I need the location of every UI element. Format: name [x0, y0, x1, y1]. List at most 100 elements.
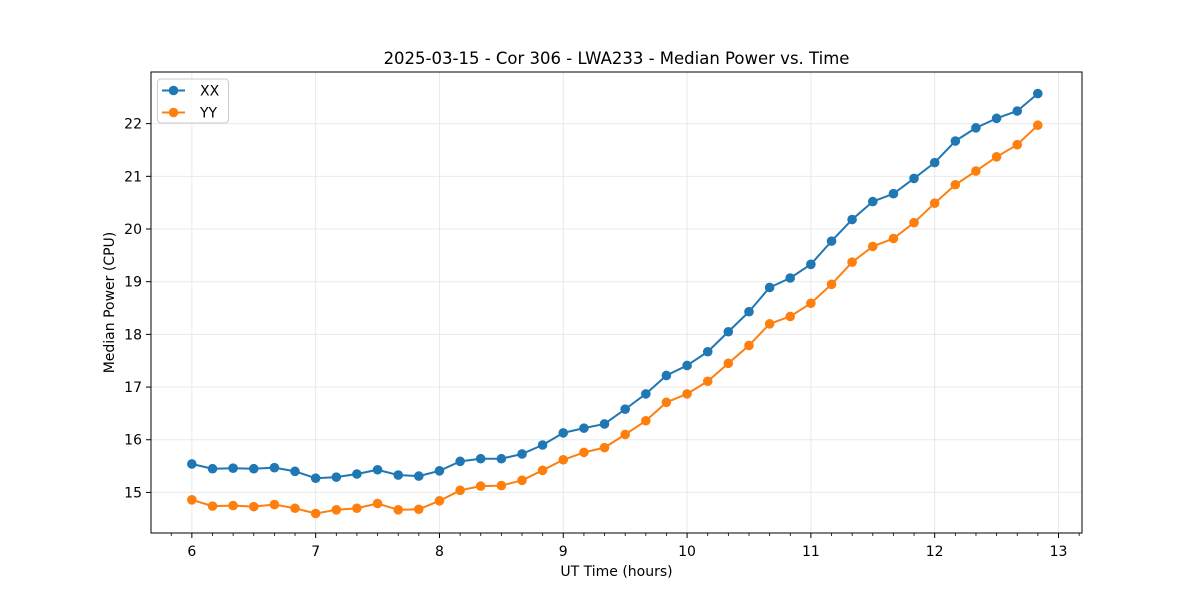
data-point-XX [1012, 106, 1023, 116]
data-point-XX [909, 173, 919, 184]
data-point-XX [826, 236, 837, 246]
data-point-YY [888, 233, 899, 244]
data-point-XX [950, 136, 961, 146]
data-point-YY [310, 508, 321, 519]
data-point-YY [352, 503, 362, 514]
data-point-YY [228, 500, 238, 511]
data-point-XX [290, 466, 300, 477]
data-point-XX [971, 123, 981, 133]
data-point-YY [971, 166, 981, 176]
data-point-YY [579, 447, 589, 458]
data-point-XX [579, 423, 589, 433]
data-point-XX [806, 259, 816, 270]
data-point-XX [764, 282, 775, 293]
data-point-YY [475, 481, 486, 491]
x-tick-label: 11 [802, 544, 820, 560]
data-point-YY [496, 480, 507, 491]
data-point-YY [290, 503, 300, 514]
plot-border [150, 71, 1083, 534]
y-tick-label: 15 [124, 485, 142, 501]
x-tick-label: 10 [678, 544, 696, 560]
data-point-XX [455, 456, 465, 467]
data-point-XX [888, 188, 899, 199]
legend-handle-marker [168, 107, 179, 118]
legend: XX YY [157, 78, 229, 124]
data-point-XX [723, 326, 734, 337]
data-point-XX [228, 463, 238, 474]
data-point-XX [702, 346, 713, 357]
data-point-YY [455, 485, 465, 496]
y-tick-label: 16 [124, 433, 142, 449]
data-point-XX [207, 463, 218, 474]
data-point-XX [434, 466, 445, 476]
data-point-YY [537, 465, 548, 476]
x-tick-label: 13 [1050, 544, 1068, 560]
y-tick-label: 22 [124, 117, 142, 133]
data-point-XX [413, 471, 424, 481]
data-point-XX [310, 473, 321, 484]
data-point-YY [413, 504, 424, 515]
data-point-YY [785, 311, 795, 322]
data-point-YY [661, 397, 672, 408]
chart-title: 2025-03-15 - Cor 306 - LWA233 - Median P… [384, 49, 850, 68]
data-point-YY [641, 415, 651, 426]
data-point-XX [929, 157, 940, 168]
x-tick-label: 7 [311, 544, 320, 560]
data-point-YY [764, 319, 775, 329]
data-point-YY [702, 376, 713, 387]
data-point-XX [744, 306, 754, 317]
data-point-YY [517, 475, 527, 486]
data-point-YY [991, 152, 1002, 162]
data-point-YY [269, 499, 280, 510]
data-point-YY [187, 495, 197, 505]
data-point-XX [682, 360, 692, 371]
data-point-XX [517, 449, 527, 459]
data-point-YY [331, 505, 342, 515]
data-point-YY [847, 257, 857, 268]
data-point-YY [393, 505, 404, 515]
data-point-YY [806, 298, 816, 309]
y-tick-label: 20 [124, 222, 142, 238]
data-point-XX [269, 462, 280, 473]
y-tick-label: 17 [124, 380, 142, 396]
data-point-YY [620, 429, 630, 440]
data-point-YY [867, 241, 878, 252]
plot-area [151, 72, 1082, 533]
data-point-XX [496, 453, 507, 464]
data-point-YY [248, 501, 259, 512]
y-tick-label: 18 [124, 327, 142, 343]
data-point-XX [331, 472, 342, 482]
y-axis-label: Median Power (CPU) [102, 232, 118, 374]
x-tick-label: 6 [187, 544, 196, 560]
data-point-YY [929, 198, 940, 208]
data-point-YY [1012, 139, 1023, 150]
data-point-XX [599, 419, 610, 429]
data-point-XX [620, 404, 630, 414]
data-point-XX [847, 214, 857, 225]
data-point-XX [537, 440, 548, 450]
data-point-XX [641, 389, 651, 399]
data-point-XX [248, 463, 259, 474]
y-tick-label: 19 [124, 275, 142, 291]
data-point-YY [434, 496, 445, 506]
legend-label: XX [200, 84, 220, 100]
data-point-YY [744, 340, 754, 351]
data-point-XX [785, 273, 795, 283]
data-point-YY [682, 389, 692, 399]
legend-handle-marker [168, 85, 179, 96]
data-point-XX [372, 464, 383, 475]
data-point-YY [950, 179, 961, 190]
data-point-XX [1033, 88, 1043, 99]
data-point-YY [558, 454, 569, 465]
data-point-YY [909, 217, 919, 228]
data-point-XX [393, 470, 404, 480]
data-point-YY [599, 442, 610, 453]
data-point-YY [723, 358, 734, 369]
data-point-YY [207, 501, 218, 511]
data-point-XX [187, 459, 197, 469]
legend-label: YY [199, 106, 218, 122]
data-point-YY [1033, 120, 1043, 131]
data-point-XX [867, 196, 878, 207]
